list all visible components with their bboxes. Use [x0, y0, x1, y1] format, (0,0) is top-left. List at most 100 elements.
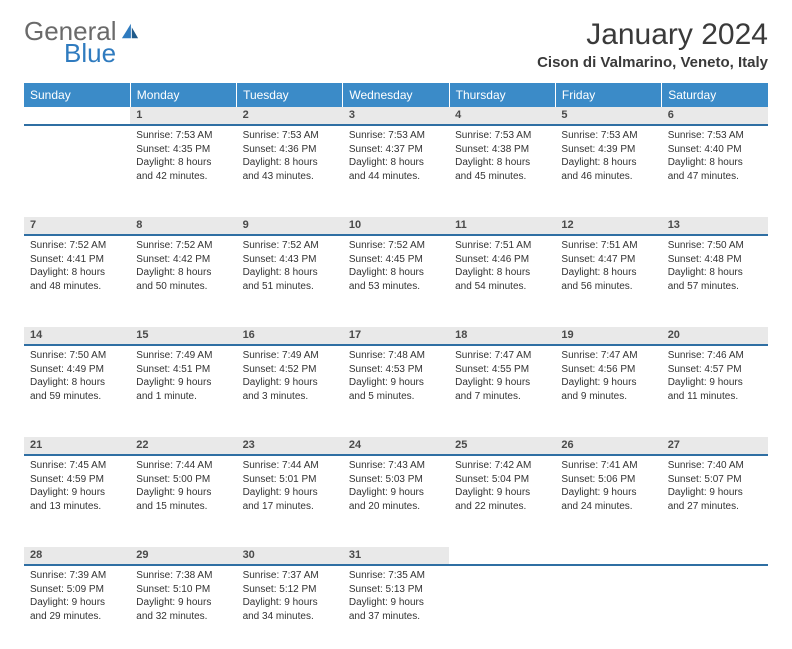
calendar-body: 123456Sunrise: 7:53 AMSunset: 4:35 PMDay…	[24, 107, 768, 649]
day-detail-line: and 48 minutes.	[30, 280, 124, 294]
day-detail-line: Daylight: 9 hours	[243, 596, 337, 610]
day-detail-line: Daylight: 9 hours	[349, 376, 443, 390]
day-detail-line: and 5 minutes.	[349, 390, 443, 404]
day-content-cell: Sunrise: 7:37 AMSunset: 5:12 PMDaylight:…	[237, 565, 343, 649]
day-detail-line: and 7 minutes.	[455, 390, 549, 404]
day-number-cell: 12	[555, 217, 661, 235]
day-detail-line: Sunrise: 7:53 AM	[455, 129, 549, 143]
day-detail-line: Daylight: 8 hours	[136, 156, 230, 170]
weekday-header: Tuesday	[237, 83, 343, 107]
day-detail-line: Sunrise: 7:40 AM	[668, 459, 762, 473]
day-detail-line: Daylight: 9 hours	[668, 486, 762, 500]
day-number-cell: 5	[555, 107, 661, 125]
day-detail-line: Sunset: 4:35 PM	[136, 143, 230, 157]
day-detail-line: Daylight: 9 hours	[136, 486, 230, 500]
day-detail-line: Daylight: 8 hours	[668, 266, 762, 280]
day-content-row: Sunrise: 7:39 AMSunset: 5:09 PMDaylight:…	[24, 565, 768, 649]
day-number-cell: 9	[237, 217, 343, 235]
day-detail-line: Sunrise: 7:50 AM	[30, 349, 124, 363]
day-detail-line: Daylight: 9 hours	[455, 376, 549, 390]
day-content-cell: Sunrise: 7:47 AMSunset: 4:55 PMDaylight:…	[449, 345, 555, 429]
day-detail-line: Sunset: 4:53 PM	[349, 363, 443, 377]
day-number-cell: 25	[449, 437, 555, 455]
day-detail-line: Sunset: 4:39 PM	[561, 143, 655, 157]
day-detail-line: Sunset: 5:00 PM	[136, 473, 230, 487]
day-number-cell: 2	[237, 107, 343, 125]
day-number-cell: 10	[343, 217, 449, 235]
day-content-cell	[555, 565, 661, 649]
day-detail-line: Sunset: 5:09 PM	[30, 583, 124, 597]
day-detail-line: Daylight: 9 hours	[136, 596, 230, 610]
day-number-cell: 28	[24, 547, 130, 565]
day-detail-line: Daylight: 8 hours	[136, 266, 230, 280]
weekday-header: Wednesday	[343, 83, 449, 107]
day-content-cell: Sunrise: 7:53 AMSunset: 4:37 PMDaylight:…	[343, 125, 449, 209]
spacer-row	[24, 429, 768, 437]
day-detail-line: Sunrise: 7:46 AM	[668, 349, 762, 363]
day-detail-line: Daylight: 8 hours	[30, 266, 124, 280]
day-detail-line: and 15 minutes.	[136, 500, 230, 514]
day-detail-line: Sunset: 4:59 PM	[30, 473, 124, 487]
day-detail-line: Daylight: 8 hours	[349, 266, 443, 280]
day-detail-line: Sunrise: 7:53 AM	[136, 129, 230, 143]
day-detail-line: and 17 minutes.	[243, 500, 337, 514]
spacer-row	[24, 539, 768, 547]
day-detail-line: Sunset: 4:43 PM	[243, 253, 337, 267]
daynum-row: 28293031	[24, 547, 768, 565]
day-detail-line: Daylight: 9 hours	[561, 376, 655, 390]
day-detail-line: Sunrise: 7:51 AM	[455, 239, 549, 253]
day-detail-line: Sunrise: 7:41 AM	[561, 459, 655, 473]
weekday-header: Friday	[555, 83, 661, 107]
weekday-header: Sunday	[24, 83, 130, 107]
day-number-cell: 1	[130, 107, 236, 125]
day-detail-line: Sunrise: 7:51 AM	[561, 239, 655, 253]
day-detail-line: Daylight: 8 hours	[30, 376, 124, 390]
day-content-cell: Sunrise: 7:52 AMSunset: 4:41 PMDaylight:…	[24, 235, 130, 319]
weekday-header-row: Sunday Monday Tuesday Wednesday Thursday…	[24, 83, 768, 107]
day-number-cell: 7	[24, 217, 130, 235]
day-content-cell: Sunrise: 7:53 AMSunset: 4:36 PMDaylight:…	[237, 125, 343, 209]
day-detail-line: Sunrise: 7:52 AM	[349, 239, 443, 253]
day-detail-line: Daylight: 8 hours	[243, 266, 337, 280]
day-detail-line: Sunset: 4:55 PM	[455, 363, 549, 377]
day-number-cell: 31	[343, 547, 449, 565]
day-detail-line: and 47 minutes.	[668, 170, 762, 184]
day-detail-line: Sunrise: 7:45 AM	[30, 459, 124, 473]
day-detail-line: Sunrise: 7:35 AM	[349, 569, 443, 583]
day-number-cell: 18	[449, 327, 555, 345]
day-detail-line: and 22 minutes.	[455, 500, 549, 514]
day-detail-line: Daylight: 9 hours	[30, 486, 124, 500]
day-detail-line: Sunrise: 7:53 AM	[349, 129, 443, 143]
day-detail-line: Sunrise: 7:43 AM	[349, 459, 443, 473]
day-number-cell	[24, 107, 130, 125]
day-detail-line: Sunset: 4:52 PM	[243, 363, 337, 377]
brand-logo: GeneralBlue	[24, 18, 140, 66]
day-content-cell: Sunrise: 7:53 AMSunset: 4:35 PMDaylight:…	[130, 125, 236, 209]
daynum-row: 14151617181920	[24, 327, 768, 345]
day-detail-line: and 11 minutes.	[668, 390, 762, 404]
day-detail-line: and 56 minutes.	[561, 280, 655, 294]
day-detail-line: Sunset: 4:46 PM	[455, 253, 549, 267]
day-number-cell	[555, 547, 661, 565]
day-detail-line: Sunrise: 7:52 AM	[243, 239, 337, 253]
day-detail-line: and 57 minutes.	[668, 280, 762, 294]
day-detail-line: Sunset: 4:36 PM	[243, 143, 337, 157]
day-content-cell	[24, 125, 130, 209]
day-content-row: Sunrise: 7:52 AMSunset: 4:41 PMDaylight:…	[24, 235, 768, 319]
weekday-header: Saturday	[662, 83, 768, 107]
day-detail-line: Sunrise: 7:47 AM	[561, 349, 655, 363]
day-content-cell: Sunrise: 7:49 AMSunset: 4:52 PMDaylight:…	[237, 345, 343, 429]
day-detail-line: Daylight: 8 hours	[561, 266, 655, 280]
day-number-cell: 20	[662, 327, 768, 345]
day-number-cell	[662, 547, 768, 565]
day-detail-line: Daylight: 9 hours	[561, 486, 655, 500]
day-detail-line: Sunrise: 7:48 AM	[349, 349, 443, 363]
calendar-table: Sunday Monday Tuesday Wednesday Thursday…	[24, 83, 768, 649]
day-detail-line: Sunset: 5:06 PM	[561, 473, 655, 487]
day-content-cell: Sunrise: 7:38 AMSunset: 5:10 PMDaylight:…	[130, 565, 236, 649]
day-detail-line: Daylight: 9 hours	[243, 376, 337, 390]
day-detail-line: Sunset: 4:45 PM	[349, 253, 443, 267]
day-number-cell: 22	[130, 437, 236, 455]
day-number-cell: 23	[237, 437, 343, 455]
day-number-cell: 24	[343, 437, 449, 455]
